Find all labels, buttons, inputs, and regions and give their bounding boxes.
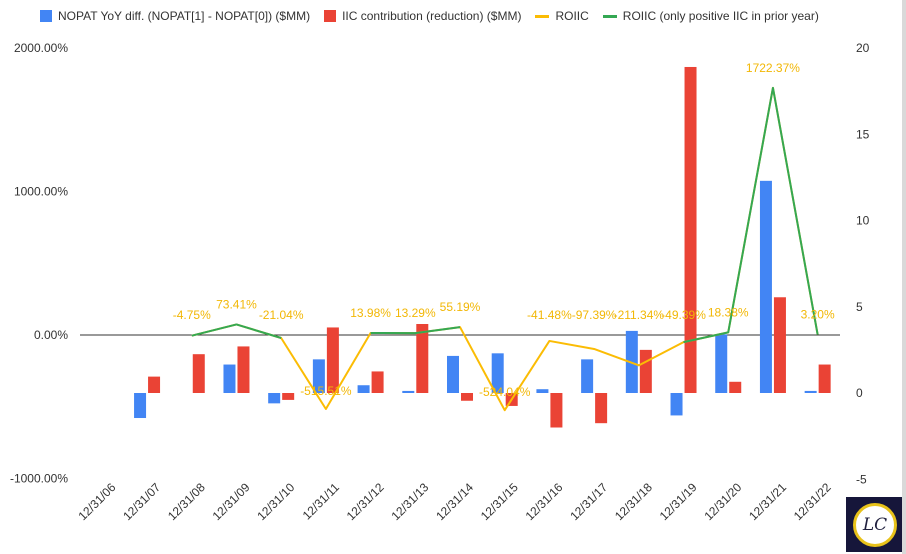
iic-bar [371, 371, 384, 393]
x-axis-tick-label: 12/31/15 [478, 480, 521, 523]
iic-bar [639, 349, 652, 393]
x-axis-tick-label: 12/31/07 [120, 480, 163, 523]
logo-ring: LC [853, 502, 897, 547]
iic-bar [148, 376, 161, 393]
nopat-bar [715, 334, 728, 393]
x-axis-tick-label: 12/31/22 [791, 480, 834, 523]
roiic-data-label: 3.20% [801, 308, 835, 322]
x-axis-tick-label: 12/31/14 [433, 480, 476, 523]
iic-bar [595, 393, 608, 424]
nopat-bar [670, 393, 683, 416]
iic-bar [282, 393, 295, 400]
legend-label-roiic: ROIIC [555, 9, 589, 23]
legend-item-nopat: NOPAT YoY diff. (NOPAT[1] - NOPAT[0]) ($… [40, 9, 310, 23]
nopat-bar [447, 355, 459, 393]
roiic-data-label: 18.38% [708, 305, 749, 319]
nopat-bar [134, 393, 147, 419]
right-axis-tick-label: 15 [856, 127, 870, 141]
iic-bar [684, 66, 697, 393]
roiic-data-label: -515.51% [300, 384, 352, 398]
legend-swatch-roiic-positive [602, 14, 617, 18]
x-axis-tick-label: 12/31/20 [701, 480, 744, 523]
iic-bar [773, 297, 786, 393]
x-axis-tick-label: 12/31/21 [746, 480, 789, 523]
left-axis-tick-label: -1000.00% [10, 472, 68, 486]
nopat-bar [804, 390, 817, 393]
iic-bar [192, 354, 205, 393]
lc-logo: LC [846, 497, 904, 552]
legend-item-roiic: ROIIC [535, 9, 589, 23]
nopat-bar [312, 359, 325, 393]
x-axis-tick-label: 12/31/18 [612, 480, 655, 523]
nopat-bar [759, 180, 772, 393]
logo-text: LC [862, 514, 888, 535]
right-axis-tick-label: 10 [856, 214, 870, 228]
nopat-bar [268, 393, 281, 404]
roiic-data-label: 13.98% [350, 306, 391, 320]
roiic-data-label: 73.41% [216, 297, 257, 311]
legend-item-roiic-positive: ROIIC (only positive IIC in prior year) [602, 9, 819, 23]
right-axis-tick-label: 5 [856, 300, 863, 314]
legend-label-roiic-positive: ROIIC (only positive IIC in prior year) [622, 9, 819, 23]
roiic-data-label: -41.48% [527, 308, 572, 322]
iic-bar [550, 393, 563, 428]
legend-label-iic: IIC contribution (reduction) ($MM) [342, 9, 522, 23]
chart-legend: NOPAT YoY diff. (NOPAT[1] - NOPAT[0]) ($… [40, 6, 833, 26]
x-axis-tick-label: 12/31/11 [300, 480, 343, 523]
roiic-data-label: 55.19% [440, 300, 481, 314]
nopat-bar [357, 385, 370, 393]
iic-bar [729, 381, 742, 393]
right-axis-tick-label: 0 [856, 386, 863, 400]
nopat-bar [581, 359, 594, 393]
iic-bar [461, 393, 473, 401]
right-axis-tick-label: 20 [856, 41, 870, 55]
iic-bar [237, 346, 250, 393]
nopat-bar [536, 389, 549, 393]
nopat-bar [491, 353, 504, 393]
roiic-data-label: -211.34% [614, 308, 665, 322]
legend-swatch-roiic [535, 14, 550, 18]
roiic-data-label: 1722.37% [746, 61, 800, 75]
left-axis-tick-label: 1000.00% [14, 185, 68, 199]
x-axis-tick-label: 12/31/06 [76, 480, 119, 523]
roiic-positive-line [370, 326, 461, 335]
roiic-data-label: 13.29% [395, 306, 436, 320]
roiic-positive-line [683, 86, 819, 344]
legend-item-iic: IIC contribution (reduction) ($MM) [324, 9, 521, 23]
iic-bar [818, 364, 831, 393]
roiic-data-label: -524.04% [479, 385, 531, 399]
roiic-data-label: -4.75% [173, 308, 211, 322]
roiic-data-label: -97.39% [572, 308, 617, 322]
x-axis-tick-label: 12/31/09 [210, 480, 253, 523]
nopat-bar [223, 364, 236, 393]
x-axis-tick-label: 12/31/16 [523, 480, 566, 523]
legend-swatch-iic [324, 10, 337, 22]
legend-swatch-nopat [40, 10, 52, 22]
left-axis-tick-label: 2000.00% [14, 41, 68, 55]
roiic-data-label: -49.39% [661, 308, 706, 322]
roiic-positive-line [191, 323, 282, 339]
legend-label-nopat: NOPAT YoY diff. (NOPAT[1] - NOPAT[0]) ($… [58, 9, 311, 23]
iic-bar [416, 324, 429, 393]
right-axis-tick-label: -5 [856, 472, 867, 486]
left-axis-tick-label: 0.00% [34, 328, 68, 342]
x-axis-tick-label: 12/31/17 [567, 480, 610, 523]
iic-bar [326, 327, 339, 393]
nopat-bar [402, 390, 415, 393]
page-edge [902, 0, 906, 554]
x-axis-tick-label: 12/31/19 [657, 480, 700, 523]
x-axis-tick-label: 12/31/13 [388, 480, 431, 523]
x-axis-tick-label: 12/31/12 [344, 480, 387, 523]
roiic-data-label: -21.04% [259, 308, 304, 322]
x-axis-tick-label: 12/31/10 [254, 480, 297, 523]
x-axis-tick-label: 12/31/08 [165, 480, 208, 523]
